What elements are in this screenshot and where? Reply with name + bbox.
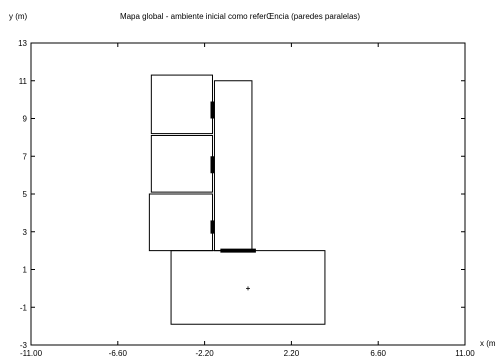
y-tick-label: 13 [18,39,27,48]
wall-room-3 [150,134,213,193]
x-tick-label: 11.00 [455,349,475,358]
y-axis-label: y (m) [9,12,28,21]
chart-title: Mapa global - ambiente inicial como refe… [120,12,360,21]
y-tick-label: 5 [23,190,28,199]
x-tick-label: -2.20 [195,349,214,358]
x-tick-label: -6.60 [109,349,128,358]
y-tick-label: -3 [20,341,28,350]
wall-room-2 [148,193,213,252]
wall-corridor [213,80,253,252]
plot-frame [30,42,466,346]
x-tick-label: -11.00 [20,349,43,358]
y-tick-label: 1 [23,266,28,275]
x-axis-label: x (m [480,339,496,348]
y-tick-label: 11 [19,77,28,86]
wall-room-4 [150,74,213,135]
y-tick-label: -1 [20,303,28,312]
y-tick-label: 9 [23,115,28,124]
map-shapes [148,74,326,325]
x-tick-label: 2.20 [284,349,300,358]
y-tick-label: 7 [23,152,28,161]
y-tick-label: 3 [23,228,28,237]
x-tick-label: 6.60 [370,349,386,358]
